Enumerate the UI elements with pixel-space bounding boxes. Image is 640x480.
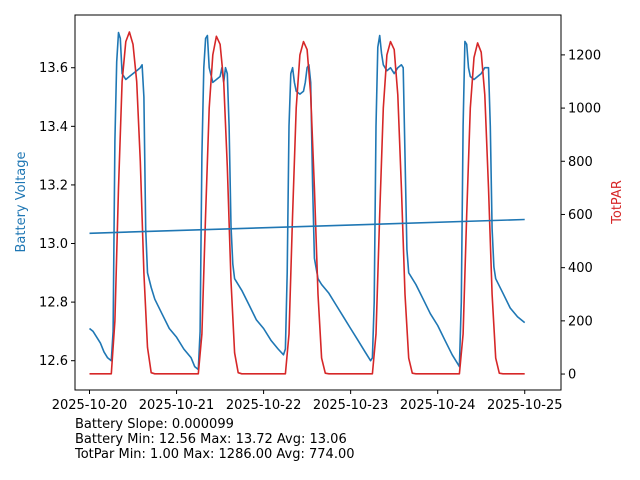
right-y-tick-label: 0 bbox=[568, 368, 576, 383]
left-y-tick-label: 13.4 bbox=[39, 120, 68, 135]
left-y-tick-label: 12.6 bbox=[39, 354, 68, 369]
left-y-tick-label: 13.2 bbox=[39, 178, 68, 193]
x-axis: 2025-10-20 2025-10-21 2025-10-22 2025-10-23… bbox=[52, 390, 563, 413]
totpar-stats-text: TotPar Min: 1.00 Max: 1286.00 Avg: 774.0… bbox=[75, 447, 355, 462]
right-y-tick-label: 600 bbox=[568, 208, 593, 223]
right-y-tick-label: 800 bbox=[568, 155, 593, 170]
series-line-battery-slope bbox=[89, 218, 525, 235]
series-line-totpar bbox=[89, 31, 525, 375]
left-y-tick-label: 13.6 bbox=[39, 61, 68, 76]
x-tick-label: 2025-10-22 bbox=[226, 398, 302, 413]
right-y-tick-label: 200 bbox=[568, 314, 593, 329]
x-tick-label: 2025-10-23 bbox=[313, 398, 389, 413]
right-y-axis: 0 200 400 600 800 1000 1200 bbox=[561, 48, 601, 383]
x-tick-label: 2025-10-20 bbox=[52, 398, 128, 413]
battery-slope-text: Battery Slope: 0.000099 bbox=[75, 417, 234, 432]
left-y-tick-label: 13.0 bbox=[39, 237, 68, 252]
left-y-tick-label: 12.8 bbox=[39, 296, 68, 311]
plot-frame bbox=[74, 14, 562, 391]
right-y-tick-label: 1200 bbox=[568, 48, 601, 63]
battery-stats-text: Battery Min: 12.56 Max: 13.72 Avg: 13.06 bbox=[75, 432, 347, 447]
right-y-tick-label: 400 bbox=[568, 261, 593, 276]
x-tick-label: 2025-10-24 bbox=[400, 398, 476, 413]
series-line-battery-voltage bbox=[88, 31, 526, 371]
right-y-tick-label: 1000 bbox=[568, 102, 601, 117]
x-tick-label: 2025-10-25 bbox=[487, 398, 563, 413]
x-tick-label: 2025-10-21 bbox=[139, 398, 215, 413]
left-y-axis-label: Battery Voltage bbox=[14, 151, 29, 252]
right-y-axis-label: TotPAR bbox=[610, 180, 625, 225]
plot-lines bbox=[88, 31, 526, 375]
left-y-axis: 12.6 12.8 13.0 13.2 13.4 13.6 bbox=[39, 61, 75, 369]
